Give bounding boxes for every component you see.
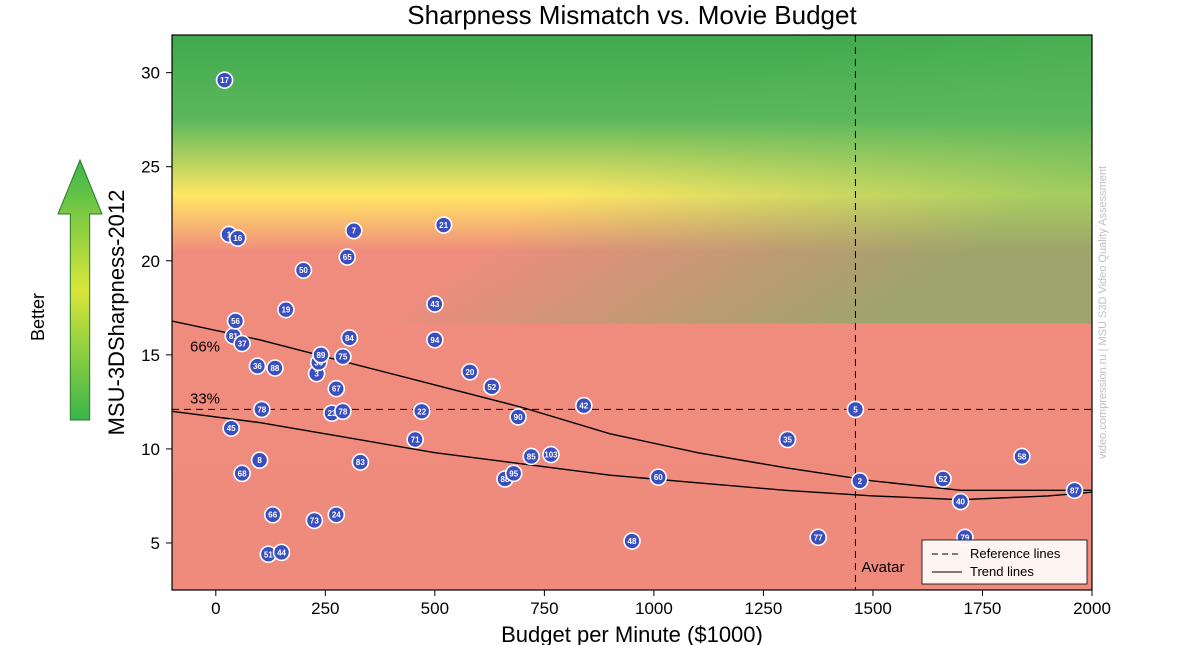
data-point[interactable]: 68 — [234, 465, 250, 481]
data-point[interactable]: 85 — [523, 448, 539, 464]
svg-text:30: 30 — [141, 64, 160, 83]
svg-text:0: 0 — [211, 599, 220, 618]
svg-text:750: 750 — [530, 599, 558, 618]
data-point[interactable]: 7 — [346, 223, 362, 239]
data-point[interactable]: 71 — [407, 431, 423, 447]
svg-text:1000: 1000 — [635, 599, 673, 618]
data-point[interactable]: 60 — [650, 469, 666, 485]
data-point[interactable]: 50 — [295, 262, 311, 278]
data-point[interactable]: 89 — [313, 347, 329, 363]
data-point[interactable]: 35 — [780, 431, 796, 447]
data-point[interactable]: 21 — [436, 217, 452, 233]
svg-text:250: 250 — [311, 599, 339, 618]
data-point[interactable]: 44 — [274, 544, 290, 560]
chart-title: Sharpness Mismatch vs. Movie Budget — [407, 0, 857, 30]
data-point[interactable]: 78 — [254, 401, 270, 417]
better-label: Better — [28, 293, 48, 341]
data-point[interactable]: 37 — [234, 336, 250, 352]
data-point[interactable]: 103 — [543, 447, 559, 463]
data-point[interactable]: 58 — [1014, 448, 1030, 464]
data-point[interactable]: 67 — [328, 381, 344, 397]
data-point[interactable]: 22 — [414, 403, 430, 419]
data-point[interactable]: 17 — [217, 72, 233, 88]
data-point[interactable]: 95 — [506, 465, 522, 481]
data-point[interactable]: 52 — [484, 379, 500, 395]
data-point[interactable]: 40 — [953, 494, 969, 510]
data-point[interactable]: 83 — [352, 454, 368, 470]
svg-text:2000: 2000 — [1073, 599, 1111, 618]
data-point[interactable]: 84 — [341, 330, 357, 346]
data-point[interactable]: 24 — [328, 507, 344, 523]
data-point[interactable]: 48 — [624, 533, 640, 549]
svg-text:Avatar: Avatar — [861, 559, 904, 576]
data-point[interactable]: 5 — [847, 401, 863, 417]
svg-text:25: 25 — [141, 158, 160, 177]
svg-text:1500: 1500 — [854, 599, 892, 618]
data-point[interactable]: 8 — [252, 452, 268, 468]
svg-text:Trend lines: Trend lines — [970, 564, 1034, 579]
data-point[interactable]: 78 — [335, 403, 351, 419]
data-point[interactable]: 66 — [265, 507, 281, 523]
data-point[interactable]: 88 — [267, 360, 283, 376]
svg-text:5: 5 — [151, 534, 160, 553]
watermark: video.compression.ru | MSU S3D Video Qua… — [1097, 166, 1109, 459]
svg-text:1250: 1250 — [745, 599, 783, 618]
svg-text:10: 10 — [141, 440, 160, 459]
x-axis-label: Budget per Minute ($1000) — [501, 622, 763, 645]
svg-text:500: 500 — [421, 599, 449, 618]
data-point[interactable]: 65 — [339, 249, 355, 265]
data-point[interactable]: 73 — [306, 512, 322, 528]
data-point[interactable]: 45 — [223, 420, 239, 436]
data-point[interactable]: 43 — [427, 296, 443, 312]
data-point[interactable]: 90 — [510, 409, 526, 425]
svg-text:1750: 1750 — [964, 599, 1002, 618]
data-point[interactable]: 75 — [335, 349, 351, 365]
legend: Reference lines Trend lines — [922, 540, 1087, 584]
data-point[interactable]: 36 — [249, 358, 265, 374]
data-point[interactable]: 87 — [1066, 482, 1082, 498]
data-point[interactable]: 20 — [462, 364, 478, 380]
svg-text:20: 20 — [141, 252, 160, 271]
svg-text:15: 15 — [141, 346, 160, 365]
data-point[interactable]: 52 — [935, 471, 951, 487]
data-point[interactable]: 94 — [427, 332, 443, 348]
svg-text:Reference lines: Reference lines — [970, 546, 1061, 561]
data-point[interactable]: 77 — [810, 529, 826, 545]
data-point[interactable]: 16 — [230, 230, 246, 246]
data-point[interactable]: 56 — [228, 313, 244, 329]
svg-text:33%: 33% — [190, 390, 220, 407]
y-axis-label: MSU-3DSharpness-2012 — [104, 190, 129, 436]
data-point[interactable]: 42 — [576, 398, 592, 414]
svg-text:66%: 66% — [190, 338, 220, 355]
data-point[interactable]: 19 — [278, 302, 294, 318]
better-arrow — [58, 160, 102, 420]
data-point[interactable]: 2 — [852, 473, 868, 489]
